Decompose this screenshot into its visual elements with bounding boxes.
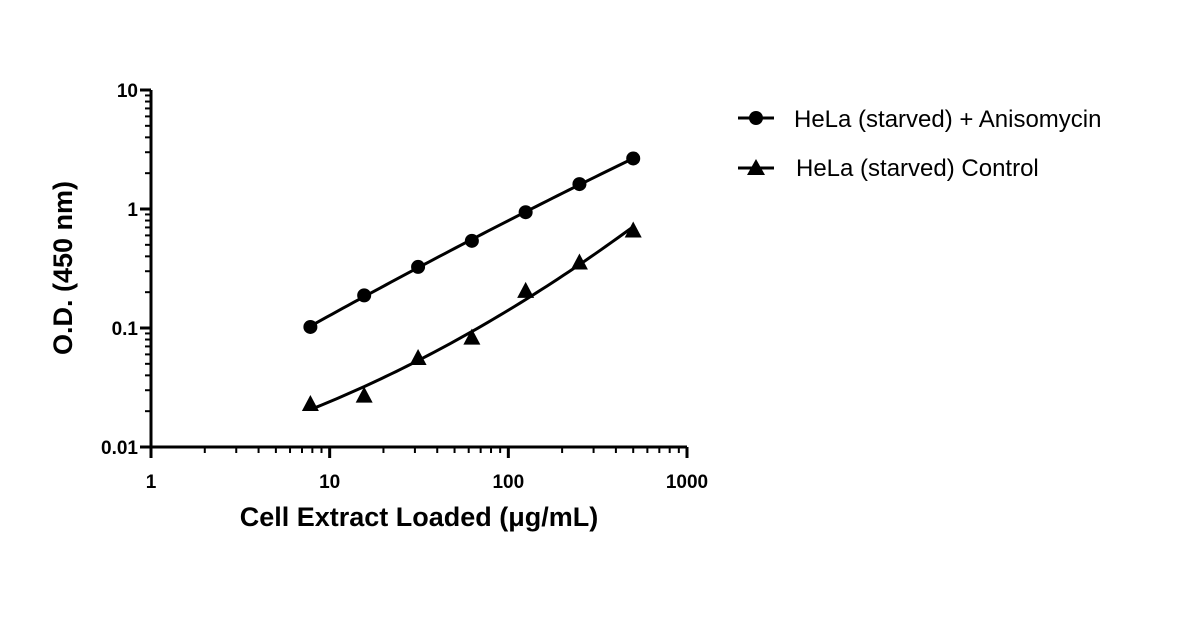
data-point-circle <box>411 259 426 274</box>
legend-triangle-marker-icon <box>747 159 765 175</box>
x-axis-title: Cell Extract Loaded (μg/mL) <box>240 502 599 532</box>
data-point-triangle <box>624 221 642 238</box>
fit-curves <box>309 157 635 412</box>
data-point-triangle <box>463 328 481 345</box>
data-point-circle <box>464 233 479 248</box>
legend-label-anisomycin: HeLa (starved) + Anisomycin <box>794 106 1101 133</box>
data-point-triangle <box>409 348 427 365</box>
fit-curve-series-1 <box>309 225 635 412</box>
data-point-circle <box>572 177 587 192</box>
data-points <box>301 151 642 411</box>
x-tick-label: 1 <box>146 472 157 493</box>
legend-item-control: HeLa (starved) Control <box>738 155 1039 182</box>
y-tick-label: 0.1 <box>112 319 139 340</box>
x-tick-label: 10 <box>319 472 340 493</box>
data-point-circle <box>518 205 533 220</box>
data-point-triangle <box>355 386 373 403</box>
y-tick-label: 10 <box>117 81 138 102</box>
y-tick-label: 0.01 <box>101 438 138 459</box>
data-point-circle <box>626 151 641 166</box>
legend-item-anisomycin: HeLa (starved) + Anisomycin <box>738 106 1101 133</box>
data-point-circle <box>303 319 318 334</box>
data-point-triangle <box>570 253 588 270</box>
y-axis-title: O.D. (450 nm) <box>48 181 78 355</box>
x-tick-label: 100 <box>492 472 524 493</box>
legend-label-control: HeLa (starved) Control <box>796 155 1039 182</box>
data-point-triangle <box>517 281 535 298</box>
y-tick-label: 1 <box>127 200 138 221</box>
legend: HeLa (starved) + Anisomycin HeLa (starve… <box>738 106 1101 182</box>
legend-circle-marker-icon <box>749 111 763 125</box>
x-tick-label: 1000 <box>666 472 708 493</box>
axes: 1 10 100 1000 0.01 0.1 1 10 <box>101 81 708 493</box>
data-point-circle <box>357 288 372 303</box>
data-point-triangle <box>301 394 319 411</box>
